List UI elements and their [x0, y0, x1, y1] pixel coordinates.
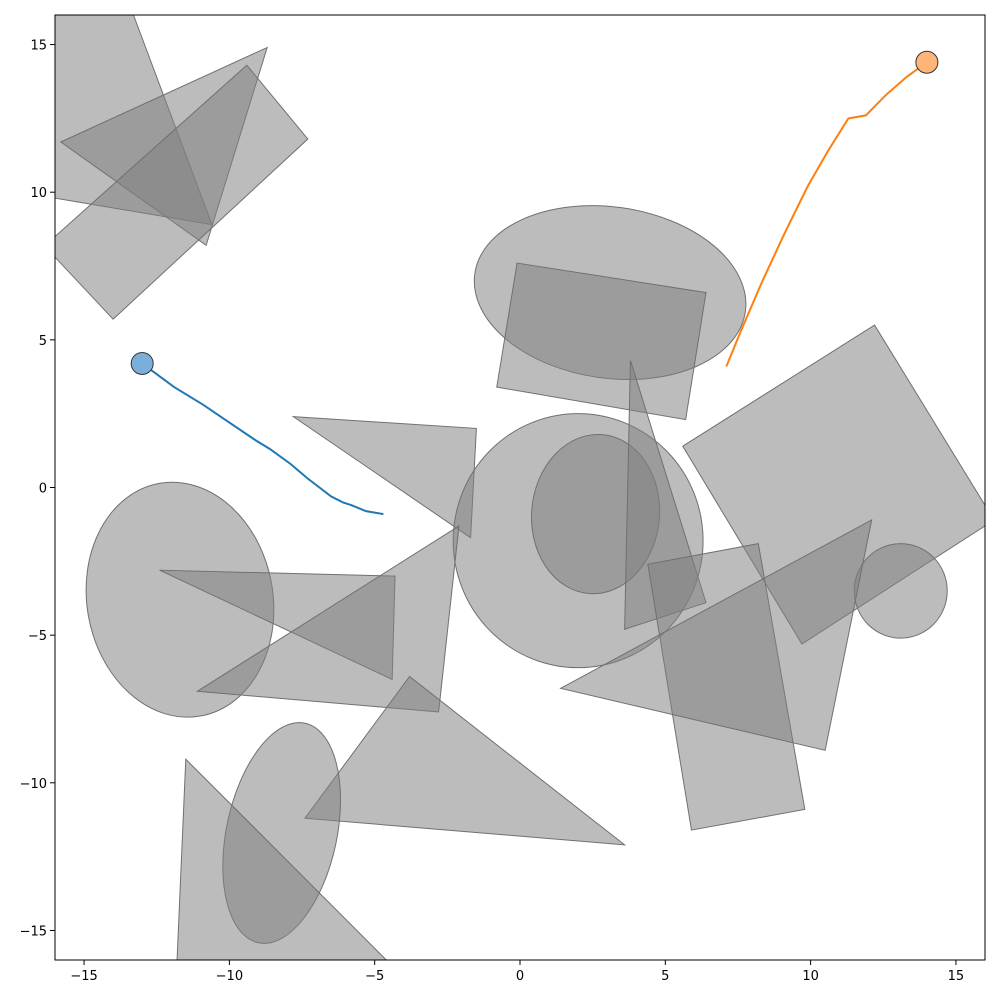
y-tick-label: 15 — [30, 39, 47, 54]
obstacle-polygon — [55, 64, 309, 320]
x-tick-label: 5 — [661, 969, 669, 984]
y-tick-label: −5 — [28, 629, 47, 644]
x-tick-label: 10 — [802, 969, 819, 984]
axis-layer: −15 −10 −5 0 5 10 15 −15 −10 −5 0 5 10 15 — [20, 39, 965, 984]
x-tick-label: 15 — [948, 969, 965, 984]
x-tick-label: −15 — [70, 969, 97, 984]
obstacle-layer — [55, 15, 985, 960]
x-tick-label: 0 — [516, 969, 524, 984]
y-tick-label: 0 — [39, 482, 47, 497]
trajectory-line — [725, 61, 928, 367]
goal-marker — [915, 50, 939, 74]
obstacle-polygon — [496, 262, 707, 421]
x-tick-label: −10 — [216, 969, 243, 984]
series-layer — [130, 50, 939, 516]
obstacle-polygon — [176, 758, 388, 960]
start-marker — [130, 351, 154, 375]
obstacle-polygon — [195, 524, 460, 713]
y-tick-label: 10 — [30, 186, 47, 201]
y-tick-label: −15 — [20, 924, 47, 939]
obstacle-polygon — [304, 675, 627, 846]
obstacle-ellipse — [853, 543, 948, 639]
obstacle-polygon — [559, 519, 873, 751]
y-tick-label: −10 — [20, 777, 47, 792]
trajectory-line — [141, 362, 384, 516]
y-tick-label: 5 — [39, 334, 47, 349]
x-tick-label: −5 — [365, 969, 384, 984]
